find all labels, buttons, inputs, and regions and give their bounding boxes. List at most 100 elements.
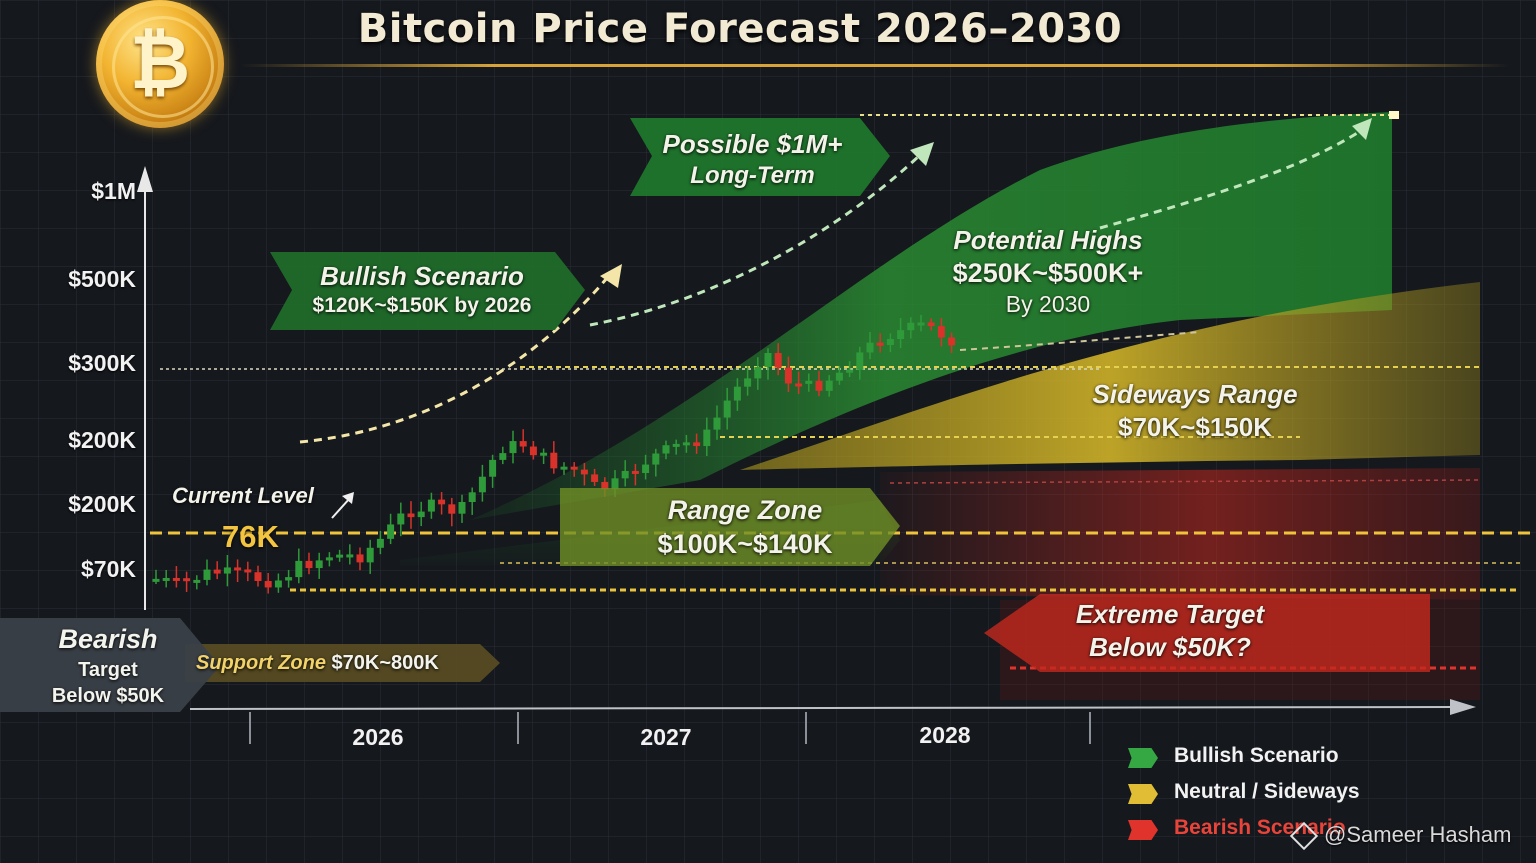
support-zone-name: Support Zone: [196, 652, 326, 674]
candle-body: [805, 380, 813, 384]
candle-body: [917, 322, 925, 326]
candle-body: [295, 560, 303, 578]
diamond-logo-icon: [1289, 822, 1319, 851]
sideways-area: [740, 282, 1480, 470]
bullish-banner: [270, 252, 585, 330]
long-term-arrowhead: [910, 142, 934, 166]
current-level-arrowhead: [342, 492, 354, 504]
candle-body: [897, 330, 905, 340]
candle-body: [927, 322, 935, 327]
y-tick-label: $200K: [68, 427, 136, 453]
potential-highs-line3: By 2030: [1005, 291, 1091, 318]
candle-body: [652, 453, 660, 465]
legend-label: Neutral / Sideways: [1174, 780, 1360, 803]
candle-body: [152, 578, 160, 582]
watermark: @Sameer Hasham: [1289, 822, 1512, 851]
candle-body: [183, 578, 191, 582]
candle-body: [438, 499, 446, 505]
candle-body: [866, 342, 874, 353]
support-zone-label: Support Zone $70K~800K: [196, 650, 476, 676]
candle-body: [489, 459, 497, 477]
candle-body: [366, 547, 374, 563]
bitcoin-symbol: ₿: [129, 20, 191, 106]
bullish-arrowhead: [600, 264, 622, 288]
candle-body: [509, 441, 517, 454]
x-tick-label: 2028: [919, 722, 971, 748]
y-tick-label: $1M: [91, 178, 136, 204]
sideways-line1: Sideways Range: [1092, 379, 1298, 409]
candle-body: [427, 499, 435, 512]
watermark-text: @Sameer Hasham: [1324, 822, 1512, 847]
candle-body: [234, 567, 242, 571]
highs-arrowhead: [1352, 118, 1372, 140]
candle-body: [315, 560, 323, 569]
candle-body: [305, 560, 313, 569]
candle-body: [774, 353, 782, 368]
candle-body: [601, 481, 609, 490]
legend-label: Bullish Scenario: [1174, 744, 1339, 767]
candle-body: [336, 554, 344, 558]
range-zone-banner: [560, 488, 900, 566]
candle-body: [703, 429, 711, 447]
bullish-label: Bullish Scenario $120K~$150K by 2026: [282, 260, 562, 319]
bullish-dashed-curve: [299, 271, 614, 444]
current-level-arrow: [331, 497, 351, 519]
candle-body: [795, 383, 803, 387]
candle-body: [733, 386, 741, 401]
candle-body: [244, 569, 252, 573]
candle-body: [172, 577, 180, 581]
candle-body: [529, 446, 537, 456]
extreme-target-line1: Extreme Target: [1075, 599, 1265, 629]
potential-highs-label: Potential Highs $250K~$500K+ By 2030: [918, 224, 1178, 319]
candle-body: [642, 464, 650, 474]
candle-body: [264, 581, 272, 588]
x-tick-label: 2027: [640, 724, 692, 750]
candle-body: [407, 513, 415, 518]
y-tick-label: $200K: [68, 491, 136, 517]
bearish-target-line2: Target: [78, 659, 138, 682]
candle-body: [754, 366, 762, 379]
legend-swatch: [1128, 748, 1158, 768]
candle-body: [356, 554, 364, 563]
candle-body: [550, 452, 558, 469]
candle-body: [611, 478, 619, 490]
support-zone-banner: [185, 644, 500, 682]
current-level-label: Current Level: [172, 483, 314, 508]
y-tick-label: $300K: [68, 350, 136, 376]
bullish-line1: Bullish Scenario: [320, 261, 524, 291]
candle-body: [387, 524, 395, 539]
title-underline: [240, 64, 1510, 67]
extreme-target-line2: Below $50K?: [1089, 631, 1251, 662]
sideways-dashed-curve: [959, 331, 1201, 351]
candle-body: [285, 577, 293, 581]
possible-1m-line2: Long-Term: [690, 161, 815, 189]
candle-body: [846, 369, 854, 373]
current-level-value: 76K: [222, 519, 279, 554]
bearish-upper-line: [889, 479, 1481, 484]
bearish-target-line3: Below $50K: [51, 685, 165, 708]
candle-body: [723, 400, 731, 418]
candle-body: [672, 443, 680, 447]
extreme-target-banner: [984, 594, 1430, 672]
range-zone-line2: $100K~$140K: [657, 528, 833, 559]
y-tick-label: $500K: [68, 266, 136, 292]
long-term-dashed-curve: [589, 153, 922, 327]
candle-body: [560, 466, 568, 470]
sideways-label: Sideways Range $70K~$150K: [1070, 378, 1320, 443]
candle-body: [519, 441, 527, 447]
top-target-marker: [1389, 111, 1399, 119]
candle-body: [631, 470, 639, 474]
candle-body: [825, 380, 833, 391]
candle-body: [835, 372, 843, 381]
candle-body: [621, 470, 629, 479]
candle-body: [254, 572, 262, 582]
candle-body: [213, 569, 221, 574]
range-zone-label: Range Zone $100K~$140K: [610, 494, 880, 562]
candle-body: [886, 339, 894, 346]
candle-body: [815, 380, 823, 391]
candle-body: [937, 326, 945, 338]
candle-body: [223, 567, 231, 574]
page-title: Bitcoin Price Forecast 2026–2030: [357, 6, 1123, 52]
